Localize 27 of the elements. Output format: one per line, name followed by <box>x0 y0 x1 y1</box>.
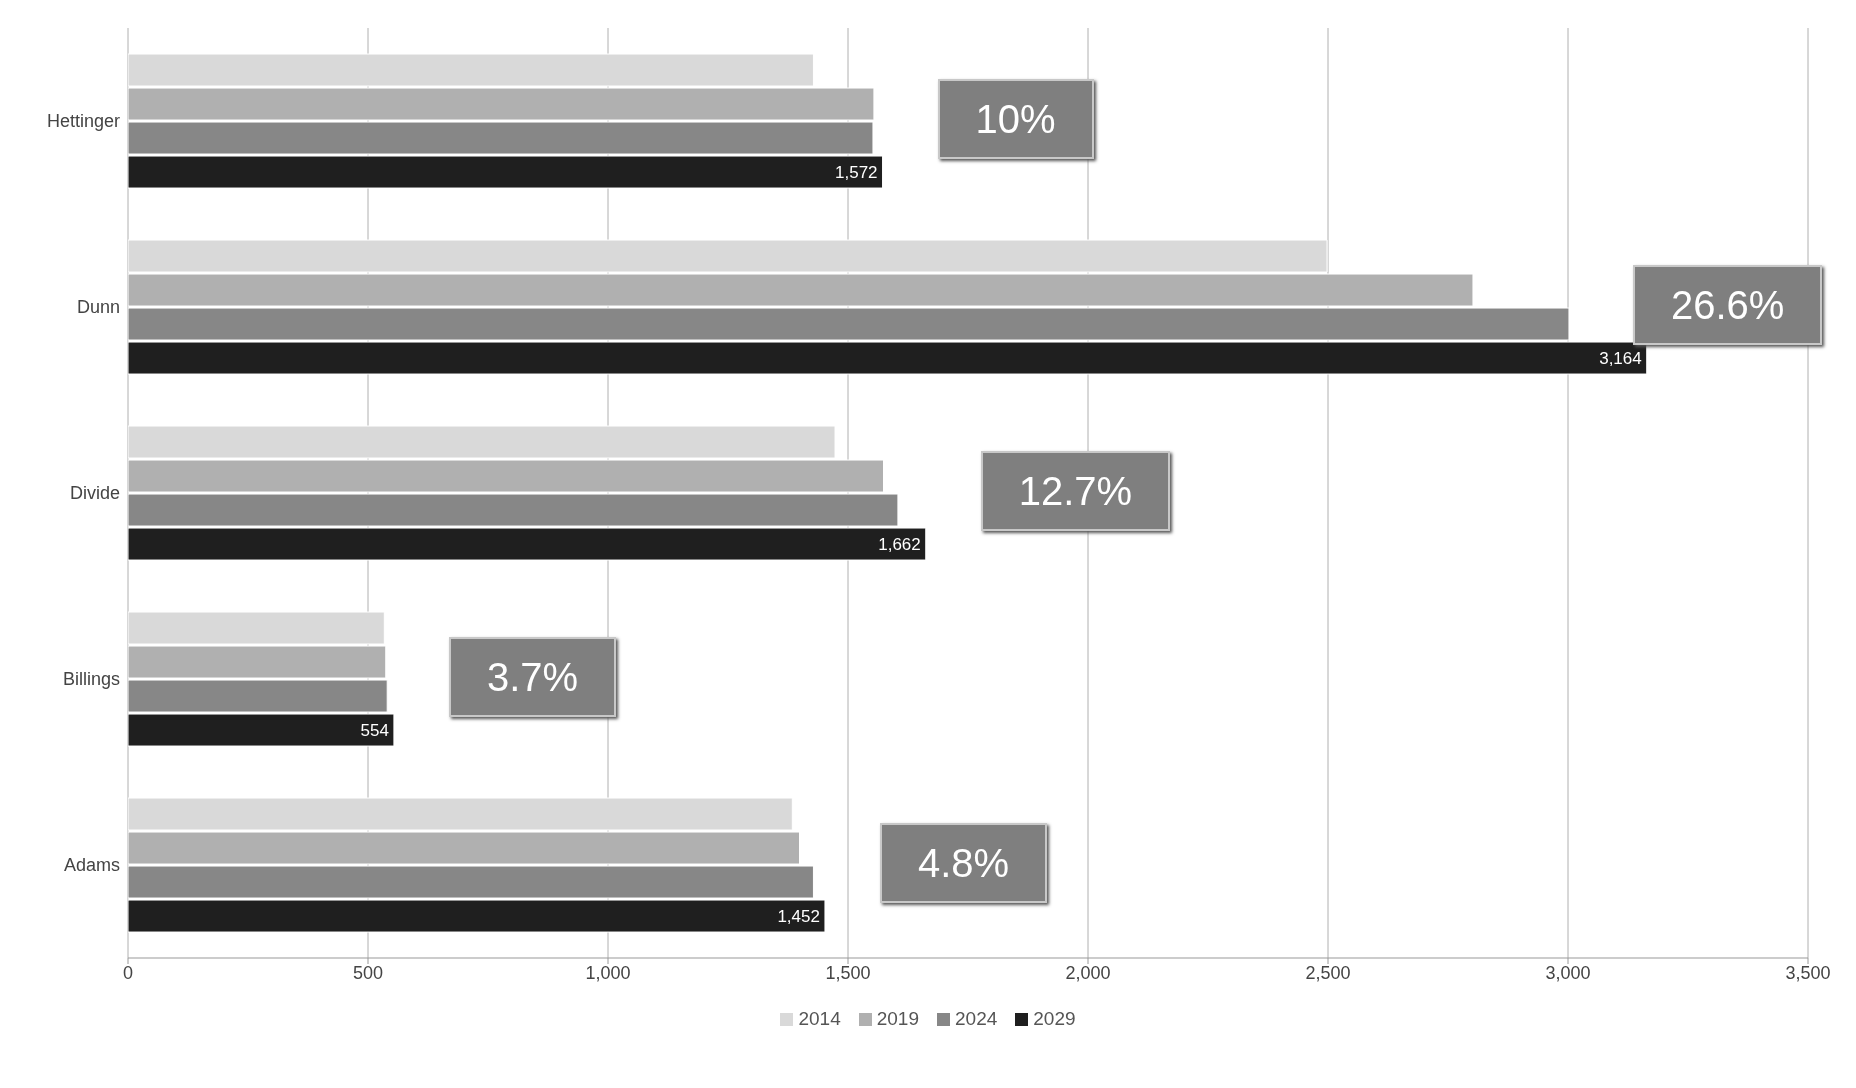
x-tick-label: 3,000 <box>1545 962 1591 983</box>
legend-label: 2024 <box>954 1008 998 1030</box>
legend-label: 2029 <box>1032 1008 1076 1030</box>
note-box: 4.8% <box>879 823 1048 903</box>
note-box: 12.7% <box>980 451 1171 531</box>
y-tick-label: Adams <box>63 855 120 876</box>
x-tick-label: 2,000 <box>1065 962 1111 983</box>
x-tick-label: 1,000 <box>585 962 631 983</box>
x-tick-label: 3,500 <box>1785 962 1831 983</box>
legend-label: 2019 <box>875 1008 919 1030</box>
note-box: 26.6% <box>1633 265 1823 345</box>
note-box: 10% <box>937 79 1094 159</box>
y-tick-label: Billings <box>62 669 120 690</box>
legend-label: 2014 <box>797 1008 841 1030</box>
y-tick-label: Divide <box>69 483 120 504</box>
x-tick-label: 0 <box>122 962 134 983</box>
y-tick-label: Dunn <box>76 297 120 318</box>
note-box: 3.7% <box>448 637 617 717</box>
y-tick-label: Hettinger <box>46 111 120 132</box>
data-label: 554 <box>360 721 389 741</box>
data-label: 1,662 <box>878 535 921 555</box>
data-label: 1,452 <box>777 907 820 927</box>
data-label: 1,572 <box>835 163 878 183</box>
x-tick-label: 2,500 <box>1305 962 1351 983</box>
x-tick-label: 1,500 <box>825 962 871 983</box>
x-tick-label: 500 <box>352 962 384 983</box>
data-label: 3,164 <box>1599 349 1642 369</box>
